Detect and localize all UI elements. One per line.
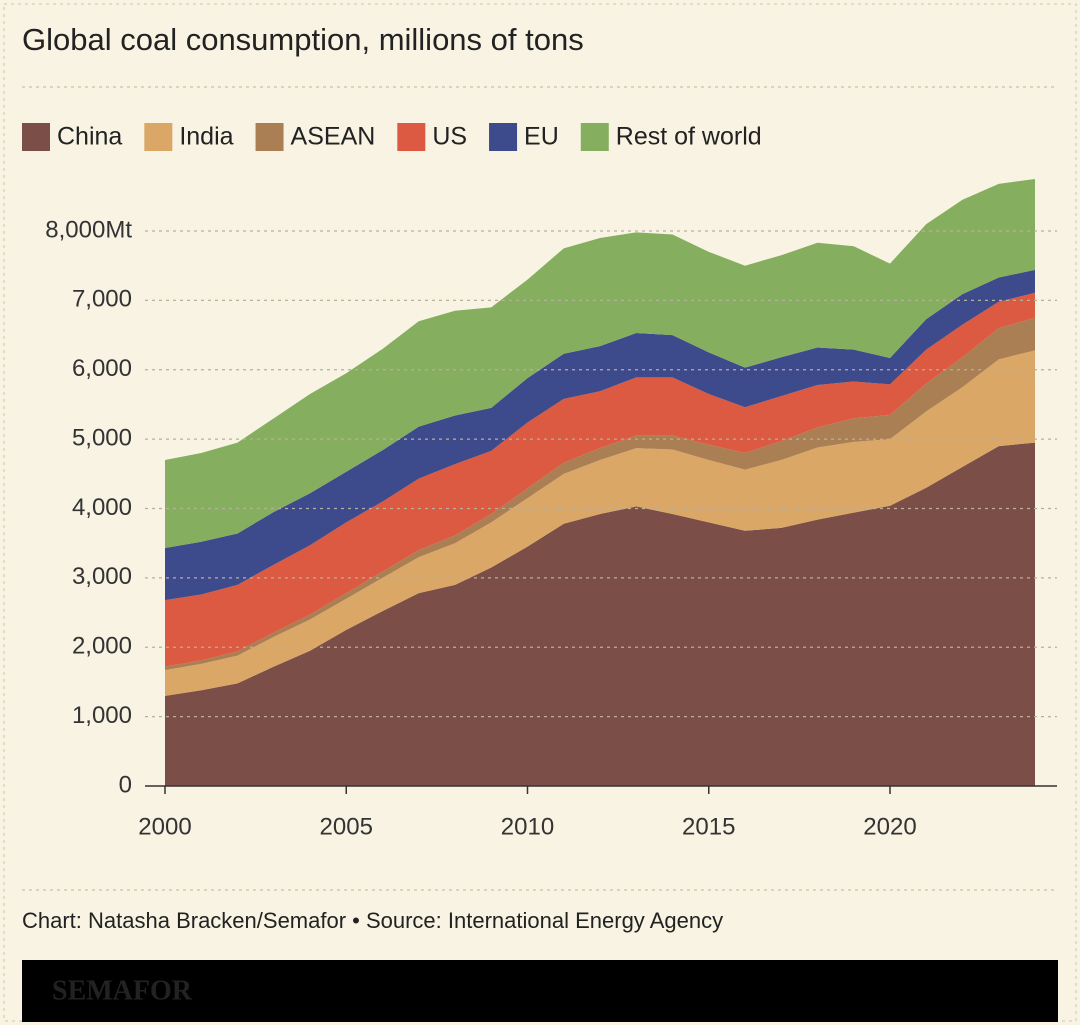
- chart-title: Global coal consumption, millions of ton…: [22, 22, 584, 57]
- area: [165, 178, 1035, 549]
- y-tick-label: 5,000: [72, 424, 132, 451]
- x-tick-label: 2000: [138, 813, 191, 840]
- y-tick-label: 4,000: [72, 494, 132, 521]
- legend-swatch: [144, 123, 173, 151]
- brand-logo: SEMAFOR: [52, 975, 193, 1006]
- y-tick-label: 8,000Mt: [45, 216, 132, 243]
- legend-swatch: [255, 123, 284, 151]
- legend: China India ASEAN US EU Rest of world: [22, 123, 762, 151]
- legend-label: China: [57, 123, 122, 151]
- legend-label: EU: [524, 123, 559, 151]
- x-tick-label: 2005: [320, 813, 373, 840]
- y-tick-label: 0: [119, 771, 132, 798]
- area: [165, 350, 1035, 696]
- legend-swatch: [22, 123, 50, 151]
- legend-label: US: [432, 123, 467, 151]
- legend-label: ASEAN: [291, 123, 376, 151]
- x-tick-label: 2010: [501, 813, 554, 840]
- y-tick-label: 3,000: [72, 563, 132, 590]
- legend-label: India: [179, 123, 233, 151]
- y-tick-label: 6,000: [72, 355, 132, 382]
- legend-label: Rest of world: [616, 123, 762, 151]
- area: [165, 269, 1035, 601]
- x-tick-label: 2015: [682, 813, 735, 840]
- y-tick-label: 7,000: [72, 286, 132, 313]
- brand-bar: [22, 960, 1058, 1022]
- area: [165, 292, 1035, 667]
- source-note: Chart: Natasha Bracken/Semafor • Source:…: [22, 908, 723, 933]
- plot-area: 0 1,000 2,000 3,000 4,000 5,000 6,000 7,000 8,00…: [45, 178, 1057, 840]
- legend-swatch: [489, 123, 518, 151]
- y-tick-label: 1,000: [72, 702, 132, 729]
- area: [165, 442, 1035, 786]
- y-tick-label: 2,000: [72, 633, 132, 660]
- legend-swatch: [397, 123, 426, 151]
- x-tick-label: 2020: [863, 813, 916, 840]
- legend-swatch: [580, 123, 609, 151]
